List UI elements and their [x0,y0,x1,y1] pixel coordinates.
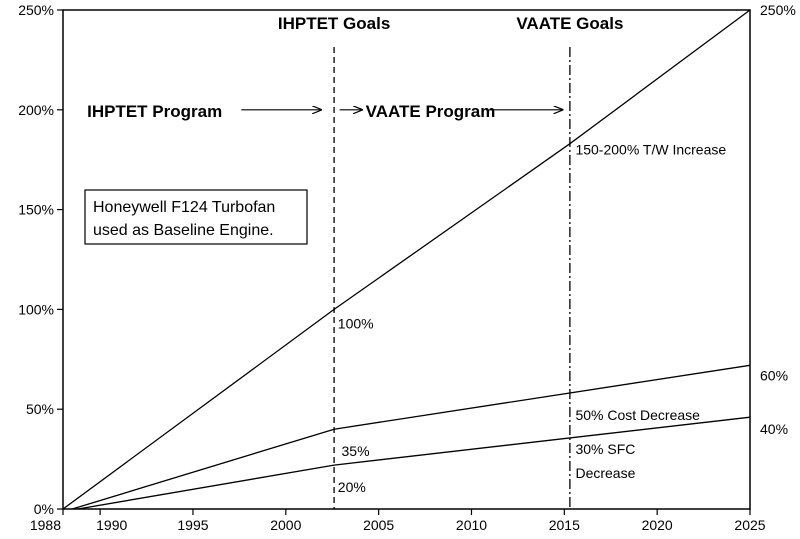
x-tick-label: 2015 [549,517,580,533]
plot-frame [62,9,751,510]
series-line [77,416,751,510]
x-tick-label: 2020 [642,517,673,533]
annotation-label: 35% [342,443,370,459]
annotation-label: 50% Cost Decrease [575,407,700,423]
annotation-label: IHPTET Program [87,102,222,121]
annotation-label: IHPTET Goals [278,14,390,33]
y-tick-label: 250% [18,2,54,18]
right-axis-label: 60% [760,367,788,383]
y-tick-label: 50% [26,401,54,417]
x-tick-label: 1995 [177,517,208,533]
baseline-engine-box-border [84,189,308,245]
annotation-label: Decrease [575,465,635,481]
series-line [62,9,751,510]
y-tick-label: 200% [18,102,54,118]
y-tick-label: 150% [18,202,54,218]
x-tick-label: 1990 [96,517,127,533]
y-tick-label: 0% [34,501,54,517]
annotation-label: VAATE Program [366,102,496,121]
right-axis-label: 250% [760,2,796,18]
annotation-label: 150-200% T/W Increase [575,142,726,158]
annotation-label: VAATE Goals [516,14,623,33]
annotation-label: 20% [338,479,366,495]
series-line [72,364,751,510]
y-tick-label: 100% [18,301,54,317]
right-axis-label: 40% [760,421,788,437]
x-tick-label: 2005 [363,517,394,533]
baseline-engine-box: Honeywell F124 Turbofan used as Baseline… [84,189,308,245]
goal-lines [333,47,571,509]
box-line-2: used as Baseline Engine. [93,222,274,239]
annotation-label: 100% [338,315,374,331]
box-line-1: Honeywell F124 Turbofan [93,199,275,216]
annotation-labels: IHPTET Goals VAATE Goals IHPTET Program VAA… [87,2,796,495]
series-lines [62,9,751,510]
x-tick-label: 2010 [456,517,487,533]
x-tick-label: 2025 [734,517,765,533]
annotation-label: 30% SFC [575,441,635,457]
x-tick-label: 1988 [30,517,61,533]
axis-ticks: 0% 50% 100% 150% 200% 250% 1988 1990 1995 2000 200… [18,2,766,533]
x-tick-label: 2000 [270,517,301,533]
